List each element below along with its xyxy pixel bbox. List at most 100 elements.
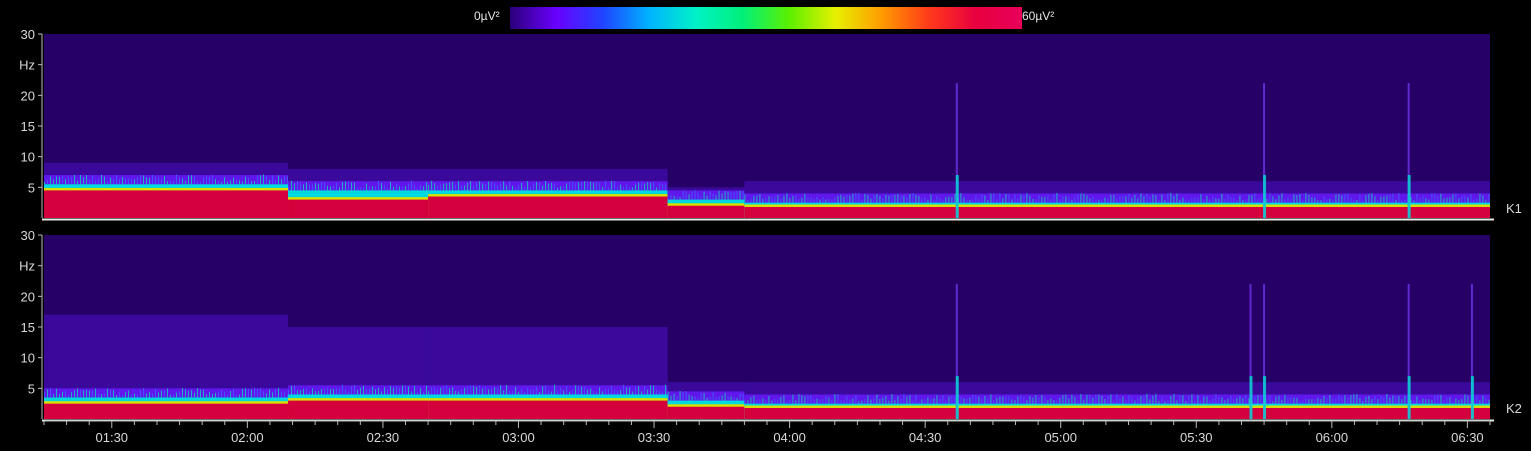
texture-k2-seg-4: [804, 396, 806, 404]
texture-k1-seg-4: [1308, 194, 1310, 203]
texture-k1-seg-4: [1014, 194, 1016, 203]
x-tick-label: 05:30: [1180, 430, 1213, 445]
texture-k2-seg-2: [653, 385, 655, 395]
texture-k2-seg-4: [942, 395, 944, 404]
texture-k1-seg-1: [327, 185, 329, 191]
texture-k2-seg-0: [242, 388, 243, 398]
texture-k1-seg-4: [1128, 193, 1130, 203]
texture-k2-seg-3: [697, 397, 699, 401]
texture-k2-seg-2: [572, 390, 574, 395]
texture-k2-seg-1: [402, 385, 404, 395]
texture-k2-seg-4: [990, 394, 992, 404]
texture-k1-seg-0: [95, 180, 96, 185]
band-red-k2-seg-4: [744, 407, 1490, 419]
texture-k1-seg-4: [1377, 199, 1379, 203]
texture-k2-seg-4: [780, 396, 782, 404]
texture-k2-seg-1: [351, 386, 353, 395]
texture-k2-seg-4: [765, 399, 767, 404]
texture-k2-seg-4: [996, 397, 998, 404]
texture-k1-seg-4: [819, 199, 821, 203]
texture-k2-seg-4: [1386, 393, 1388, 404]
texture-k1-seg-4: [1446, 197, 1448, 203]
texture-k1-seg-4: [897, 193, 899, 203]
texture-k1-seg-2: [659, 183, 661, 191]
texture-k1-seg-2: [449, 182, 451, 191]
texture-k2-seg-0: [119, 392, 120, 398]
texture-k1-seg-2: [563, 186, 565, 191]
texture-k2-seg-2: [434, 387, 436, 395]
texture-k1-seg-1: [360, 187, 362, 191]
band-red-k2-seg-2: [428, 400, 668, 419]
texture-k2-seg-0: [95, 388, 96, 398]
texture-k1-seg-4: [1110, 194, 1112, 203]
texture-k1-seg-3: [697, 192, 699, 200]
texture-k1-seg-4: [1209, 199, 1211, 203]
colorbar-min-label: 0µV²: [474, 9, 500, 23]
texture-k2-seg-4: [864, 399, 866, 404]
texture-k2-seg-4: [1053, 400, 1055, 404]
texture-k2-seg-4: [1380, 395, 1382, 404]
texture-k2-seg-4: [867, 395, 869, 404]
texture-k2-seg-4: [1065, 394, 1067, 404]
texture-k2-seg-0: [173, 394, 174, 398]
texture-k2-seg-4: [1122, 396, 1124, 404]
texture-k2-seg-3: [727, 396, 729, 401]
texture-k1-seg-4: [1461, 196, 1463, 203]
texture-k1-seg-4: [816, 196, 818, 203]
texture-k1-seg-3: [688, 194, 690, 200]
y-tick-label-k1: 5: [28, 180, 35, 195]
texture-k1-seg-0: [230, 180, 231, 185]
texture-k2-seg-3: [694, 396, 696, 401]
texture-k2-seg-2: [605, 388, 607, 395]
y-tick-label-k2: 5: [28, 381, 35, 396]
texture-k2-seg-2: [500, 385, 502, 395]
texture-k1-seg-4: [1167, 193, 1169, 203]
texture-k1-seg-4: [1320, 200, 1322, 203]
texture-k2-seg-0: [221, 390, 222, 398]
texture-k1-seg-4: [984, 195, 986, 203]
texture-k1-seg-4: [804, 193, 806, 203]
texture-k2-seg-4: [1482, 395, 1484, 404]
texture-k2-seg-4: [747, 400, 749, 404]
texture-k2-seg-4: [1125, 400, 1127, 404]
texture-k2-seg-4: [1110, 394, 1112, 404]
texture-k2-seg-4: [981, 398, 983, 404]
texture-k2-seg-4: [1281, 399, 1283, 404]
texture-k1-seg-4: [1317, 200, 1319, 203]
texture-k2-seg-4: [1071, 394, 1073, 404]
texture-k2-seg-1: [324, 388, 326, 395]
texture-k1-seg-0: [221, 181, 222, 185]
texture-k1-seg-4: [1245, 199, 1247, 203]
texture-k1-seg-0: [149, 178, 150, 185]
texture-k2-seg-1: [321, 389, 323, 395]
texture-k1-seg-1: [330, 186, 332, 191]
texture-k1-seg-0: [200, 181, 201, 185]
texture-k1-seg-4: [1146, 193, 1148, 203]
texture-k2-seg-2: [446, 385, 448, 395]
y-tick-label-k2: 15: [21, 320, 35, 335]
texture-k2-seg-4: [861, 400, 863, 404]
texture-k1-seg-0: [260, 175, 261, 185]
texture-k1-seg-4: [1086, 195, 1088, 203]
y-tick-label-k1: 15: [21, 119, 35, 134]
texture-k2-seg-0: [275, 389, 276, 398]
texture-k2-seg-4: [1230, 395, 1232, 404]
texture-k1-seg-1: [408, 183, 410, 191]
texture-k1-seg-4: [813, 199, 815, 203]
x-tick-label: 03:30: [638, 430, 671, 445]
texture-k2-seg-0: [47, 389, 48, 398]
texture-k2-seg-1: [288, 389, 290, 395]
texture-k1-seg-2: [530, 186, 532, 191]
texture-k2-seg-4: [1215, 394, 1217, 404]
texture-k1-seg-0: [257, 175, 258, 185]
texture-k1-seg-1: [366, 183, 368, 191]
texture-k1-seg-3: [712, 193, 714, 200]
texture-k2-seg-4: [1323, 395, 1325, 404]
texture-k2-seg-0: [254, 387, 255, 398]
texture-k1-seg-4: [774, 196, 776, 203]
texture-k1-seg-4: [1191, 197, 1193, 203]
texture-k2-seg-2: [632, 391, 634, 395]
texture-k2-seg-4: [1191, 394, 1193, 404]
spike-k2-0: [955, 284, 958, 419]
texture-k1-seg-1: [354, 182, 356, 191]
